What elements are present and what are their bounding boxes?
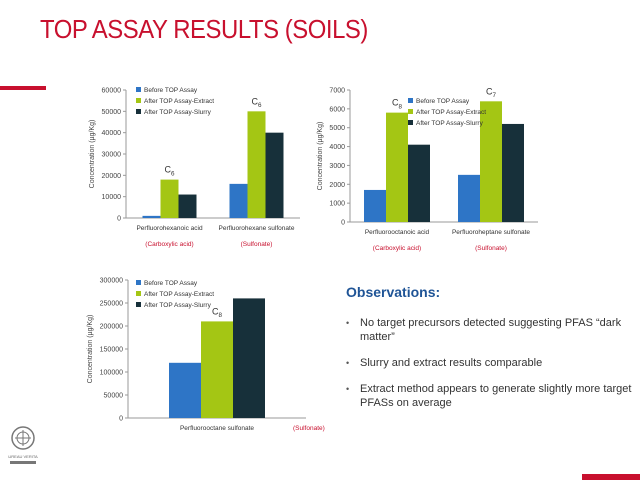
bar — [142, 215, 161, 218]
legend-swatch — [136, 291, 141, 296]
legend-swatch — [136, 109, 141, 114]
y-tick-label: 50000 — [102, 109, 122, 116]
legend-swatch — [136, 98, 141, 103]
y-tick-label: 150000 — [100, 347, 123, 354]
bar — [408, 144, 430, 222]
y-tick-label: 5000 — [329, 125, 345, 132]
logo-text: BUREAU VERITAS — [8, 454, 38, 459]
category-group-label: (Sulfonate) — [241, 241, 273, 248]
x-tick-label: Perfluorooctanoic acid — [365, 229, 430, 236]
chart-c6-acids: 0 10000 20000 30000 40000 50000 60000 Concentra… — [78, 82, 306, 262]
legend-swatch — [408, 120, 413, 125]
y-tick-label: 3000 — [329, 163, 345, 170]
footer-accent-bar — [582, 474, 640, 480]
y-tick-label: 1000 — [329, 201, 345, 208]
legend-swatch — [408, 109, 413, 114]
legend-swatch — [136, 87, 141, 92]
y-tick-label: 30000 — [102, 152, 122, 159]
legend-label: Before TOP Assay — [416, 98, 470, 105]
y-tick-label: 0 — [341, 220, 345, 227]
y-tick-label: 0 — [119, 416, 123, 423]
y-tick-label: 4000 — [329, 144, 345, 151]
y-tick-label: 40000 — [102, 130, 122, 137]
observation-item: Slurry and extract results comparable — [346, 356, 636, 370]
bar — [160, 179, 179, 218]
chart-pfos: 0 50000 100000 150000 200000 250000 300000 Conc… — [87, 272, 325, 440]
y-tick-label: 250000 — [100, 301, 123, 308]
bar — [169, 362, 201, 418]
x-tick-label: Perfluorohexane sulfonate — [219, 225, 295, 232]
y-axis-label: Concentration (µg/Kg) — [317, 122, 324, 191]
x-tick-label: Perfluorohexanoic acid — [136, 225, 203, 232]
bar — [247, 111, 266, 218]
y-axis-label: Concentration (µg/Kg) — [89, 120, 96, 189]
observations-title: Observations: — [346, 284, 441, 300]
bar-annotation: C8 — [392, 98, 403, 111]
y-tick-label: 0 — [117, 216, 121, 223]
bar — [178, 194, 197, 218]
y-tick-label: 2000 — [329, 182, 345, 189]
bar — [480, 101, 502, 222]
bar-annotation: C8 — [212, 306, 223, 319]
y-axis-label: Concentration (µg/Kg) — [87, 315, 94, 384]
bar — [364, 189, 386, 222]
chart-c7-c8-acids: 0 1000 2000 3000 4000 5000 6000 7000 Concentrati… — [312, 82, 544, 264]
legend-label: After TOP Assay-Extract — [144, 98, 214, 105]
bar-annotation: C7 — [486, 86, 497, 99]
bar — [201, 321, 233, 418]
x-tick-label: Perfluorooctane sulfonate — [180, 425, 254, 432]
category-group-label: (Sulfonate) — [293, 425, 325, 432]
legend-label: Before TOP Assay — [144, 280, 198, 287]
observation-item: No target precursors detected suggesting… — [346, 316, 636, 344]
slide-title: TOP ASSAY RESULTS (SOILS) — [40, 14, 368, 44]
bar — [265, 132, 284, 218]
legend-swatch — [408, 98, 413, 103]
legend-label: After TOP Assay-Extract — [416, 109, 486, 116]
observations-list: No target precursors detected suggesting… — [346, 316, 636, 422]
bureau-veritas-seal-icon — [11, 426, 35, 450]
bar — [229, 183, 248, 218]
y-tick-label: 300000 — [100, 278, 123, 285]
legend-label: After TOP Assay-Slurry — [416, 120, 484, 127]
legend-label: Before TOP Assay — [144, 87, 198, 94]
y-tick-label: 6000 — [329, 106, 345, 113]
category-group-label: (Carboxylic acid) — [145, 241, 193, 248]
y-tick-label: 7000 — [329, 88, 345, 95]
legend-swatch — [136, 280, 141, 285]
legend-label: After TOP Assay-Extract — [144, 291, 214, 298]
category-group-label: (Carboxylic acid) — [373, 245, 421, 252]
company-logo: BUREAU VERITAS — [6, 424, 41, 468]
y-tick-label: 60000 — [102, 88, 122, 95]
bar-annotation: C6 — [164, 165, 175, 178]
y-tick-label: 10000 — [102, 194, 122, 201]
bar — [386, 112, 408, 222]
legend-swatch — [136, 302, 141, 307]
x-tick-label: Perfluoroheptane sulfonate — [452, 229, 530, 236]
y-tick-label: 50000 — [104, 393, 124, 400]
title-accent-bar — [0, 86, 46, 90]
bar-annotation: C6 — [251, 96, 262, 109]
observation-item: Extract method appears to generate sligh… — [346, 382, 636, 410]
legend-label: After TOP Assay-Slurry — [144, 109, 212, 116]
bar — [502, 123, 524, 222]
y-tick-label: 100000 — [100, 370, 123, 377]
bar — [458, 174, 480, 222]
category-group-label: (Sulfonate) — [475, 245, 507, 252]
y-tick-label: 20000 — [102, 173, 122, 180]
bar — [233, 298, 265, 418]
legend-label: After TOP Assay-Slurry — [144, 302, 212, 309]
y-tick-label: 200000 — [100, 324, 123, 331]
